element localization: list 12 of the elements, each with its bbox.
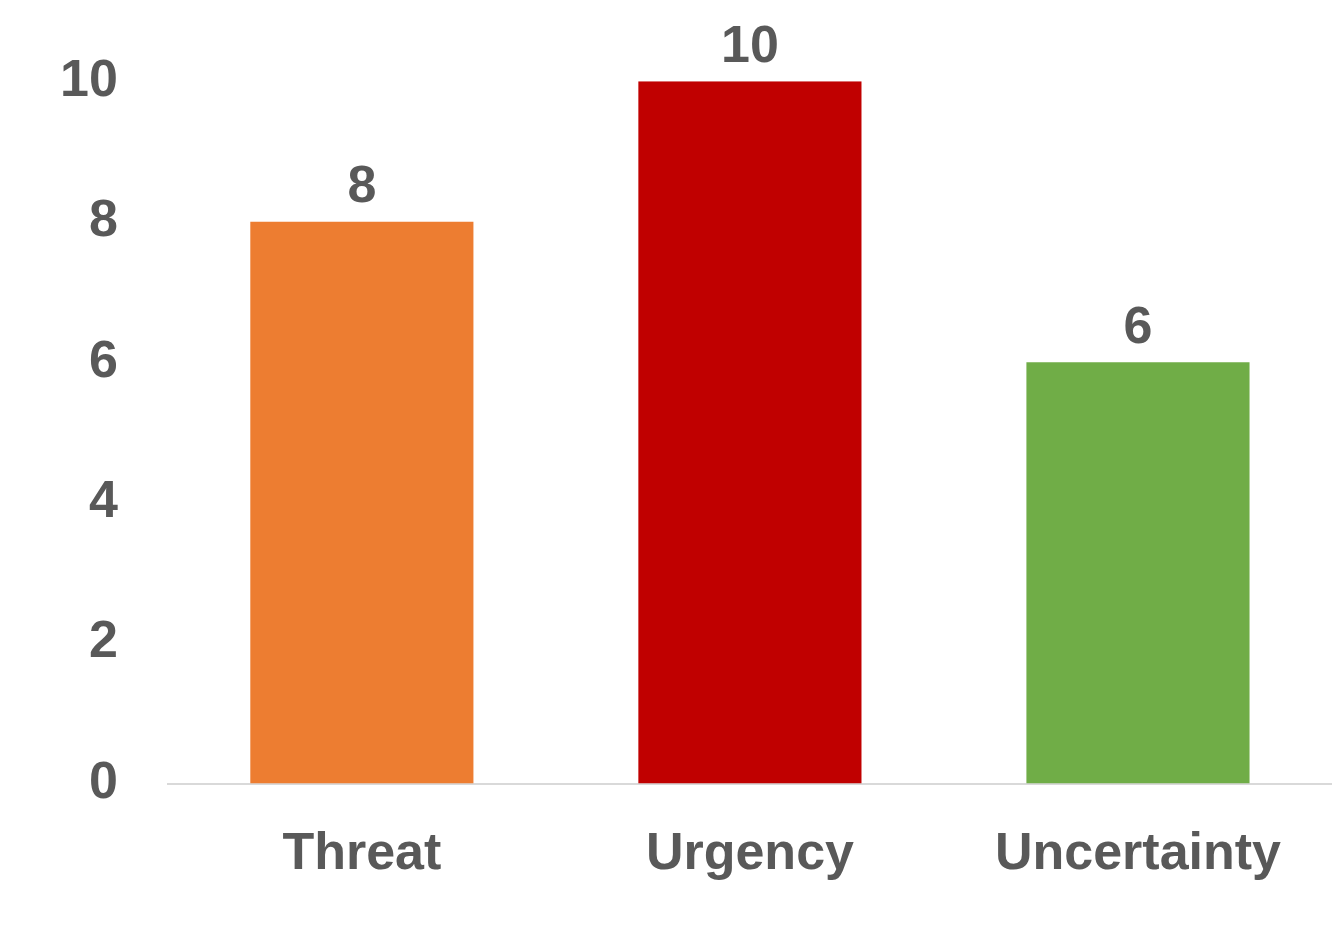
x-tick-label: Urgency — [645, 822, 855, 881]
y-tick-label: 2 — [88, 610, 118, 669]
y-tick-label: 8 — [88, 189, 118, 248]
x-tick-label: Threat — [282, 822, 442, 881]
y-tick-label: 0 — [88, 750, 118, 809]
data-label: 10 — [721, 14, 779, 73]
y-tick-label: 10 — [60, 48, 118, 107]
data-label: 8 — [347, 155, 377, 214]
data-label: 6 — [1123, 295, 1153, 354]
y-tick-label: 6 — [88, 329, 118, 388]
x-tick-label: Uncertainty — [994, 822, 1282, 881]
y-tick-label: 4 — [88, 469, 118, 528]
